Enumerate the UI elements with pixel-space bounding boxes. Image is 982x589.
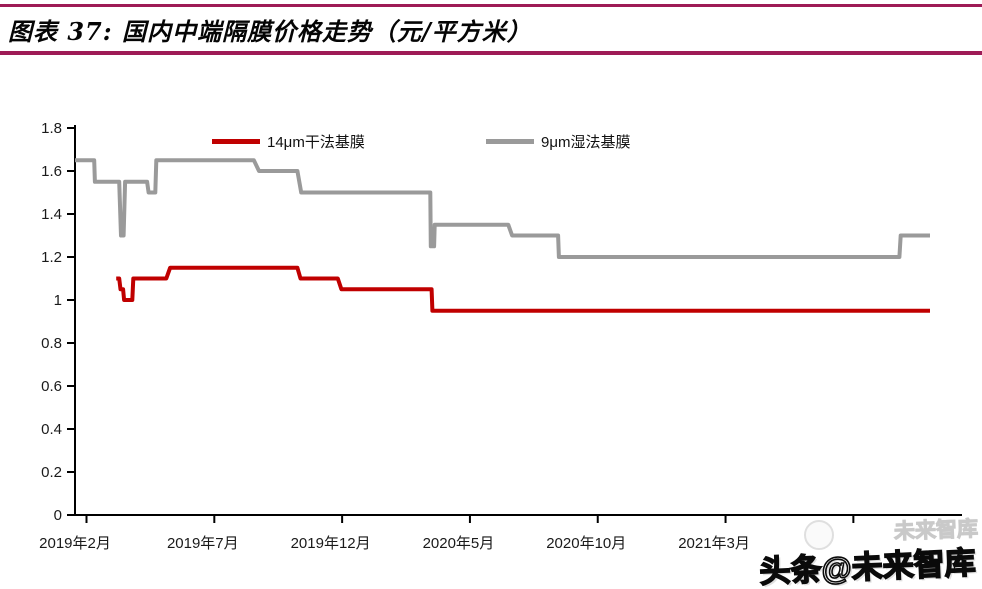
legend-label-dry-film: 14μm干法基膜 — [267, 133, 365, 151]
legend-line-gray-icon — [486, 138, 534, 144]
legend-line-red-icon — [212, 138, 260, 144]
watermark-text: 头条@未来智库 — [758, 544, 977, 589]
y-tick-label: 1.6 — [41, 163, 62, 180]
watermark: 头条@未来智库 — [758, 544, 977, 589]
legend-item-wet-film: 9μm湿法基膜 — [486, 132, 631, 151]
watermark-ghost: 未来智库 — [893, 517, 979, 544]
x-tick-label: 2020年5月 — [423, 535, 495, 552]
legend-label-wet-film: 9μm湿法基膜 — [541, 133, 631, 151]
watermark-logo-circle — [804, 520, 834, 550]
y-tick-label: 1.4 — [41, 206, 62, 223]
x-tick-label: 2019年12月 — [291, 535, 371, 552]
y-tick-label: 1.2 — [41, 249, 62, 266]
y-tick-label: 0.4 — [41, 421, 62, 438]
x-tick-label: 2020年10月 — [546, 535, 626, 552]
y-tick-label: 0.2 — [41, 464, 62, 481]
chart-title: 图表 37: 国内中端隔膜价格走势（元/平方米） — [8, 17, 532, 46]
x-tick-label: 2021年3月 — [678, 535, 750, 552]
y-tick-label: 0 — [54, 507, 62, 524]
y-tick-label: 0.8 — [41, 335, 62, 352]
legend-item-dry-film: 14μm干法基膜 — [212, 132, 365, 151]
series-line-dry-film — [116, 265, 930, 313]
y-tick-label: 0.6 — [41, 378, 62, 395]
series-line-wet-film — [75, 158, 930, 259]
x-tick-label: 2019年2月 — [39, 535, 111, 552]
y-tick-label: 1.8 — [41, 120, 62, 137]
x-tick-label: 2019年7月 — [167, 535, 239, 552]
title-bar: 图表 37: 国内中端隔膜价格走势（元/平方米） — [0, 4, 982, 55]
y-tick-label: 1 — [54, 292, 62, 309]
